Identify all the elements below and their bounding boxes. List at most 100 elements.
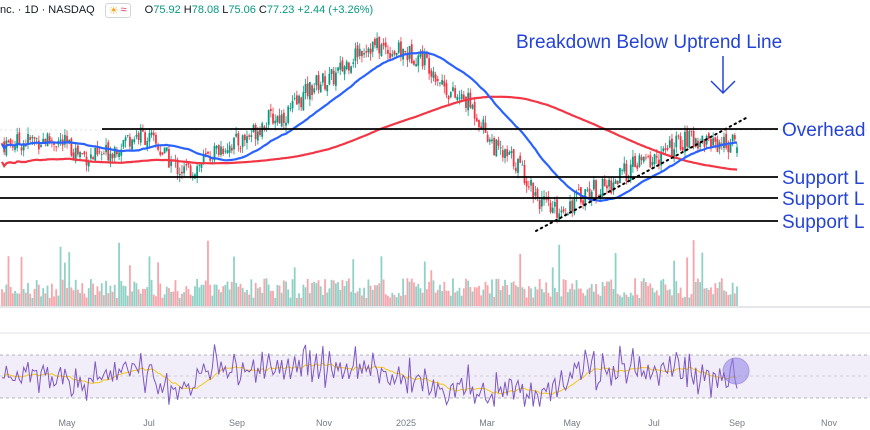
volume-bar: [72, 290, 75, 306]
volume-bar: [393, 294, 396, 306]
volume-bar: [293, 267, 296, 306]
volume-bar: [37, 284, 40, 306]
volume-bar: [467, 280, 470, 306]
volume-bar: [577, 288, 580, 306]
volume-bar: [18, 293, 21, 306]
x-axis: May Jul Sep Nov 2025 Mar May Jul Sep Nov: [58, 418, 837, 428]
candle-body: [29, 137, 32, 140]
volume-bar: [668, 289, 671, 306]
volume-bar: [42, 288, 45, 306]
volume-bar: [289, 297, 292, 306]
candle-body: [623, 163, 626, 172]
candle-body: [532, 182, 535, 198]
volume-bar: [512, 281, 515, 306]
candle-body: [202, 155, 205, 163]
candle-body: [96, 145, 99, 155]
volume-bar: [579, 288, 582, 306]
candle-body: [649, 155, 652, 168]
candle-body: [126, 135, 129, 137]
volume-bar: [688, 297, 691, 306]
price-change: +2.44 (+3.26%): [297, 4, 374, 16]
candle-body: [460, 93, 463, 100]
candle-body: [261, 123, 264, 137]
volume-bar: [9, 286, 12, 306]
candle-body: [423, 52, 426, 66]
volume-bar: [98, 291, 101, 306]
candle-body: [293, 98, 296, 100]
candle-body: [276, 116, 279, 123]
candle-body: [616, 180, 619, 185]
candle-body: [116, 150, 118, 155]
volume-bar: [707, 289, 710, 306]
candle-body: [452, 87, 454, 91]
candle-body: [274, 120, 277, 124]
candle-body: [1, 143, 3, 145]
volume-bar: [627, 296, 630, 306]
volume-bar: [506, 284, 509, 306]
volume-bar: [361, 295, 363, 306]
volume-bar: [352, 259, 355, 306]
volume-bar: [677, 293, 680, 306]
candle-body: [434, 74, 437, 82]
candle-body: [625, 163, 628, 182]
candle-body: [525, 180, 528, 187]
candle-body: [733, 135, 736, 140]
candle-body: [608, 179, 610, 187]
volume-bar: [178, 297, 181, 306]
candle-body: [671, 138, 673, 156]
candle-body: [499, 147, 502, 149]
candle-body: [549, 202, 552, 213]
volume-bar: [649, 283, 652, 306]
volume-bar: [174, 280, 177, 306]
candle-body: [31, 136, 34, 139]
candle-body: [248, 135, 251, 137]
candle-body: [122, 140, 125, 147]
volume-bar: [269, 291, 272, 306]
candle-body: [14, 146, 16, 150]
volume-bar: [272, 290, 274, 306]
candle-body: [595, 180, 597, 198]
volume-bar: [343, 286, 346, 306]
volume-bar: [332, 280, 335, 306]
candle-body: [243, 134, 246, 141]
volume-bar: [692, 240, 695, 306]
volume-bar: [421, 292, 424, 306]
volume-bar: [621, 297, 623, 306]
overhead-label: Overhead: [782, 120, 865, 141]
candle-body: [428, 58, 431, 74]
volume-bar: [562, 279, 565, 306]
candle-body: [712, 138, 715, 146]
candle-body: [63, 135, 66, 145]
candle-body: [215, 145, 218, 149]
candle-body: [387, 49, 389, 54]
candle-body: [18, 132, 21, 145]
candle-body: [148, 133, 151, 142]
volume-bar: [374, 285, 376, 306]
volume-bar: [209, 284, 212, 306]
volume-bar: [733, 293, 736, 306]
volume-bar: [235, 282, 238, 306]
x-tick-label: Nov: [316, 418, 333, 428]
candle-body: [497, 140, 500, 146]
volume-bar: [107, 293, 110, 306]
candle-body: [606, 185, 608, 189]
volume-bar: [523, 288, 526, 306]
candle-body: [341, 60, 344, 72]
volume-bar: [547, 292, 550, 306]
candle-body: [666, 147, 669, 150]
volume-bar: [432, 280, 435, 306]
candle-body: [527, 186, 530, 188]
volume-bar: [569, 288, 571, 306]
volume-bar: [519, 253, 522, 306]
indicator-toggle[interactable]: ☀ ≈: [104, 2, 131, 18]
candle-body: [588, 188, 591, 200]
candle-body: [363, 53, 365, 55]
volume-bar: [81, 283, 84, 306]
candle-body: [22, 143, 25, 151]
candle-body: [406, 53, 409, 61]
volume-bar: [514, 285, 517, 306]
volume-bar: [321, 294, 324, 306]
volume-bar: [491, 279, 493, 306]
volume-bar: [328, 288, 331, 306]
